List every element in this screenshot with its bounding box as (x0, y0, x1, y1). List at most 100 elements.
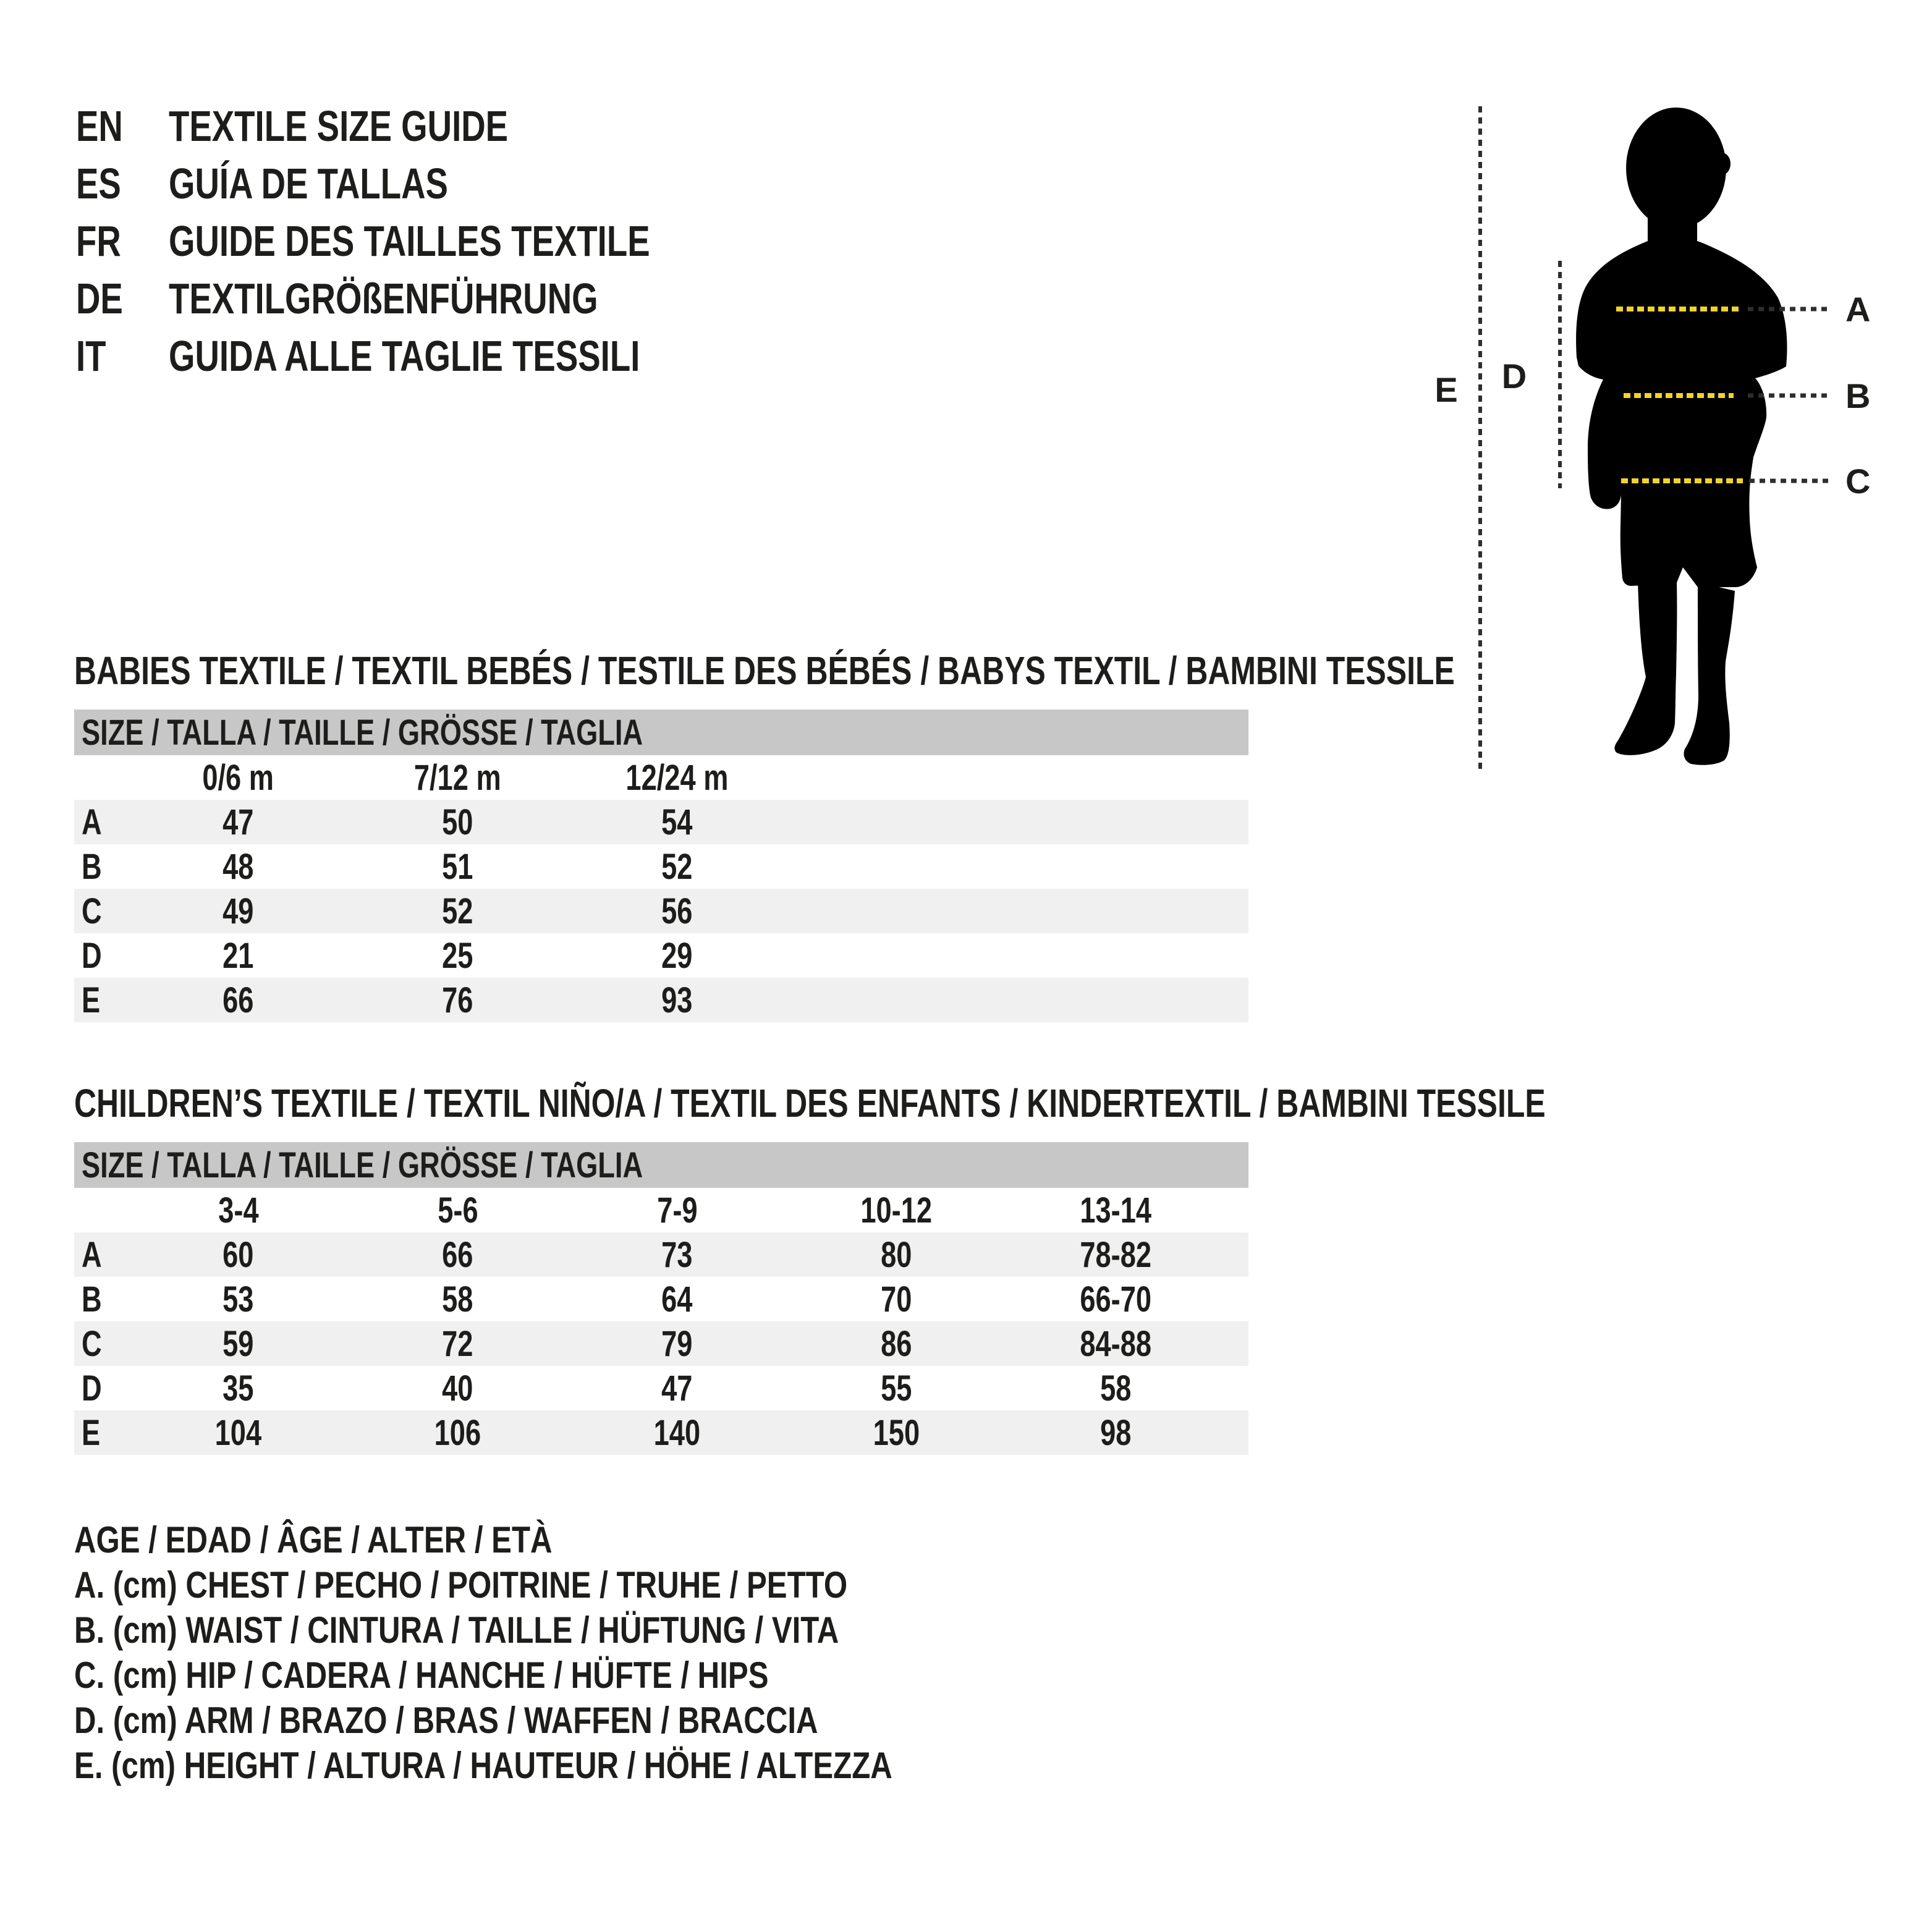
column-header: 7/12 m (348, 757, 567, 799)
cell-value: 51 (442, 846, 473, 887)
marker-label-a: A (1845, 290, 1870, 329)
cell-value: 93 (661, 980, 693, 1020)
cell-value: 70 (881, 1279, 912, 1320)
value-cell: 93 (567, 980, 787, 1021)
cell-value: 73 (661, 1234, 693, 1275)
size-header-label: SIZE / TALLA / TAILLE / GRÖSSE / TAGLIA (82, 712, 643, 753)
cell-value: 49 (222, 891, 254, 931)
cell-value: 58 (442, 1279, 473, 1320)
table-row: D 35 40 47 55 58 (74, 1366, 1248, 1410)
cell-value: 66 (222, 980, 254, 1020)
legend-line-height: E. (cm) HEIGHT / ALTURA / HAUTEUR / HÖHE… (74, 1743, 1072, 1788)
child-silhouette (1576, 108, 1787, 765)
row-label-cell: E (74, 1412, 129, 1454)
table-row: E 104 106 140 150 98 (74, 1410, 1248, 1455)
row-label: E (82, 1412, 101, 1453)
language-title: TEXTILGRÖßENFÜHRUNG (169, 274, 598, 323)
language-list: EN TEXTILE SIZE GUIDE ES GUÍA DE TALLAS … (0, 97, 1360, 384)
cell-value: 47 (661, 1368, 693, 1409)
cell-value: 66-70 (1080, 1279, 1152, 1320)
language-code: EN (76, 101, 123, 150)
legend-line-age: AGE / EDAD / ÂGE / ALTER / ETÀ (74, 1517, 1072, 1562)
value-cell: 48 (129, 846, 348, 888)
cell-value: 140 (653, 1412, 701, 1453)
legend-line-waist: B. (cm) WAIST / CINTURA / TAILLE / HÜFTU… (74, 1608, 1072, 1653)
cell-value: 98 (1100, 1412, 1132, 1453)
value-cell: 54 (567, 802, 787, 843)
marker-label-e: E (1434, 370, 1457, 409)
column-header: 0/6 m (129, 757, 348, 799)
value-cell: 64 (567, 1279, 787, 1320)
table-row: B 53 58 64 70 66-70 (74, 1277, 1248, 1321)
value-cell: 52 (348, 891, 567, 932)
value-cell: 52 (567, 846, 787, 888)
children-column-header-row: 3-4 5-6 7-9 10-12 13-14 (74, 1188, 1248, 1232)
value-cell: 53 (129, 1279, 348, 1320)
table-row: C 59 72 79 86 84-88 (74, 1321, 1248, 1366)
measurement-figure: A B C D E (1421, 93, 1932, 779)
language-row-es: ES GUÍA DE TALLAS (0, 155, 1360, 212)
cell-value: 25 (442, 935, 473, 976)
cell-value: 52 (661, 846, 693, 887)
cell-value: 66 (442, 1234, 473, 1275)
column-header-label: 10-12 (860, 1190, 933, 1231)
value-cell: 86 (787, 1323, 1006, 1365)
value-cell: 66 (129, 980, 348, 1021)
legend-text: A. (cm) CHEST / PECHO / POITRINE / TRUHE… (74, 1564, 848, 1606)
legend-text: AGE / EDAD / ÂGE / ALTER / ETÀ (74, 1519, 553, 1561)
table-row: A 47 50 54 (74, 800, 1248, 844)
legend-line-hip: C. (cm) HIP / CADERA / HANCHE / HÜFTE / … (74, 1653, 1072, 1698)
column-header: 10-12 (787, 1190, 1006, 1231)
cell-value: 40 (442, 1368, 473, 1409)
value-cell: 55 (787, 1368, 1006, 1409)
value-cell: 51 (348, 846, 567, 888)
value-cell: 56 (567, 891, 787, 932)
language-row-fr: FR GUIDE DES TAILLES TEXTILE (0, 212, 1360, 269)
column-header-label: 7/12 m (414, 757, 501, 798)
cell-value: 55 (881, 1368, 912, 1409)
table-row: C 49 52 56 (74, 889, 1248, 933)
cell-value: 84-88 (1080, 1323, 1152, 1364)
cell-value: 48 (222, 846, 254, 887)
cell-value: 52 (442, 891, 473, 931)
legend-line-arm: D. (cm) ARM / BRAZO / BRAS / WAFFEN / BR… (74, 1698, 1072, 1743)
size-header-label: SIZE / TALLA / TAILLE / GRÖSSE / TAGLIA (82, 1145, 643, 1185)
value-cell: 59 (129, 1323, 348, 1365)
cell-value: 78-82 (1080, 1234, 1152, 1275)
column-header-label: 7-9 (656, 1190, 698, 1231)
row-label: D (82, 935, 102, 976)
column-header-label: 13-14 (1080, 1190, 1152, 1231)
value-cell: 40 (348, 1368, 567, 1409)
value-cell: 76 (348, 980, 567, 1021)
marker-label-d: D (1502, 357, 1527, 396)
value-cell: 21 (129, 935, 348, 977)
cell-value: 50 (442, 802, 473, 842)
table-row: B 48 51 52 (74, 844, 1248, 889)
value-cell: 79 (567, 1323, 787, 1365)
silhouette-ear (1713, 153, 1731, 175)
row-label-cell: E (74, 980, 129, 1021)
row-label-cell: C (74, 1323, 129, 1365)
column-header: 3-4 (129, 1190, 348, 1231)
value-cell: 78-82 (1006, 1234, 1226, 1276)
column-header: 12/24 m (567, 757, 787, 799)
babies-section-heading: BABIES TEXTILE / TEXTIL BEBÉS / TESTILE … (74, 648, 1844, 693)
cell-value: 150 (873, 1412, 920, 1453)
cell-value: 47 (222, 802, 254, 842)
child-silhouette-diagram: A B C D E (1434, 106, 1870, 773)
cell-value: 76 (442, 980, 473, 1020)
value-cell: 73 (567, 1234, 787, 1276)
legend-line-chest: A. (cm) CHEST / PECHO / POITRINE / TRUHE… (74, 1562, 1072, 1608)
value-cell: 70 (787, 1279, 1006, 1320)
row-label: B (82, 1279, 102, 1320)
cell-value: 80 (881, 1234, 912, 1275)
silhouette-torso (1576, 237, 1787, 587)
column-header: 7-9 (567, 1190, 787, 1231)
language-title: GUIDA ALLE TAGLIE TESSILI (169, 331, 640, 380)
cell-value: 58 (1100, 1368, 1132, 1409)
cell-value: 79 (661, 1323, 693, 1364)
measurement-legend: AGE / EDAD / ÂGE / ALTER / ETÀ A. (cm) C… (74, 1517, 1072, 1788)
value-cell: 58 (1006, 1368, 1226, 1409)
value-cell: 106 (348, 1412, 567, 1454)
